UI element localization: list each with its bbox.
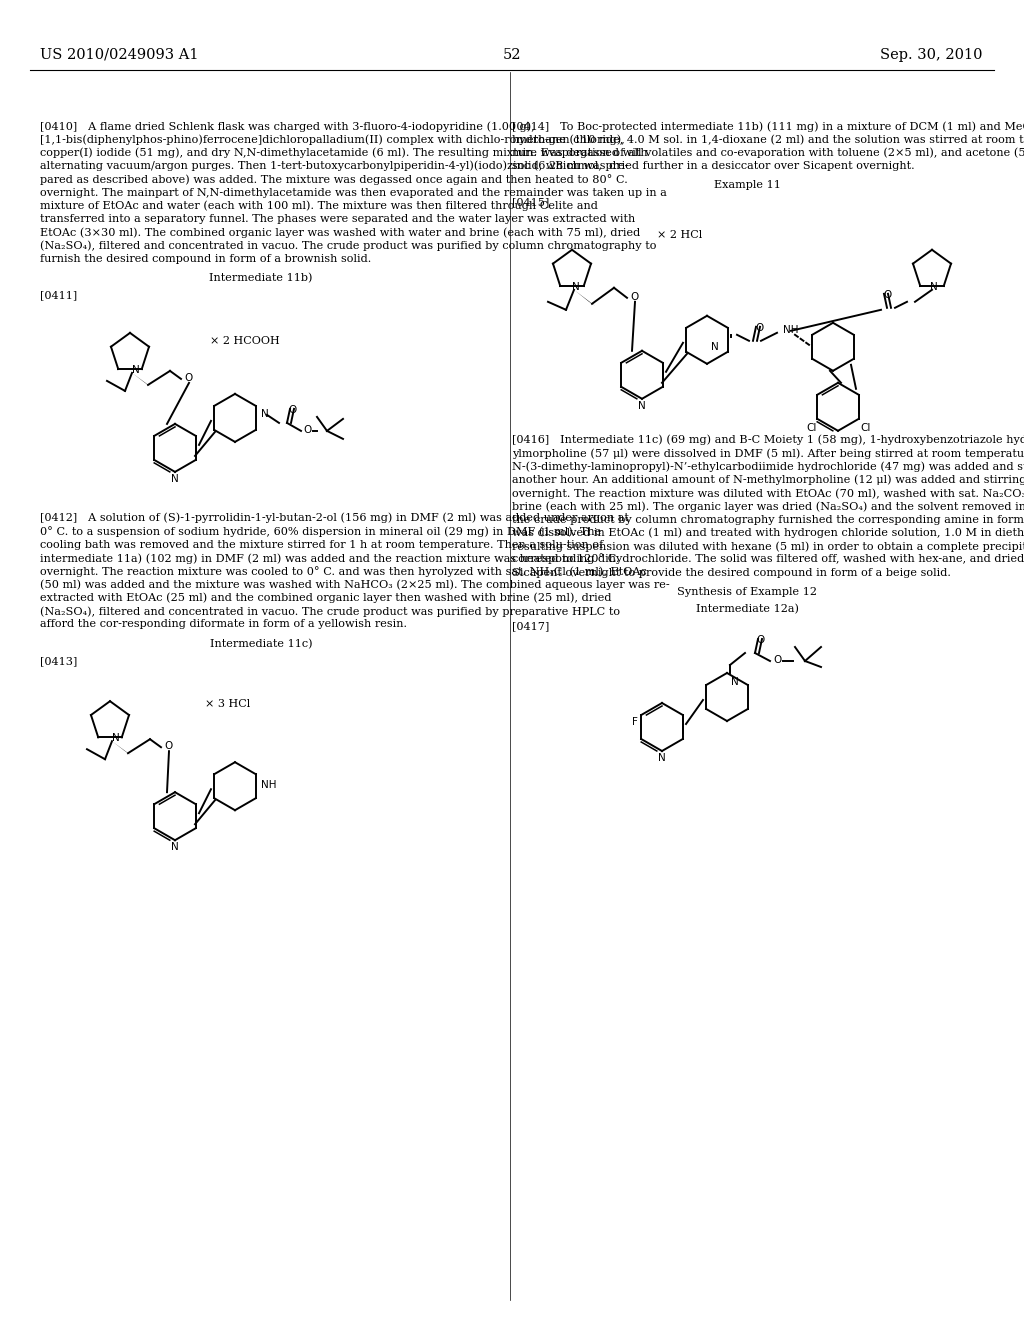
Text: furnish the desired compound in form of a brownish solid.: furnish the desired compound in form of … xyxy=(40,253,372,264)
Text: × 2 HCl: × 2 HCl xyxy=(657,230,702,240)
Text: N: N xyxy=(132,364,139,375)
Text: Intermediate 12a): Intermediate 12a) xyxy=(695,605,799,615)
Text: Intermediate 11b): Intermediate 11b) xyxy=(209,273,312,284)
Text: (50 ml) was added and the mixture was washed with NaHCO₃ (2×25 ml). The combined: (50 ml) was added and the mixture was wa… xyxy=(40,579,670,590)
Text: US 2010/0249093 A1: US 2010/0249093 A1 xyxy=(40,48,199,62)
Text: O: O xyxy=(755,323,763,333)
Text: was dissolved in EtOAc (1 ml) and treated with hydrogen chloride solution, 1.0 M: was dissolved in EtOAc (1 ml) and treate… xyxy=(512,528,1024,539)
Text: [0417]: [0417] xyxy=(512,622,549,632)
Text: intermediate 11a) (102 mg) in DMF (2 ml) was added and the reaction mixture was : intermediate 11a) (102 mg) in DMF (2 ml)… xyxy=(40,553,620,564)
Text: extracted with EtOAc (25 ml) and the combined organic layer then washed with bri: extracted with EtOAc (25 ml) and the com… xyxy=(40,593,611,603)
Text: corresponding dihydrochloride. The solid was filtered off, washed with hex-ane, : corresponding dihydrochloride. The solid… xyxy=(512,554,1024,565)
Text: mixture of EtOAc and water (each with 100 ml). The mixture was then filtered thr: mixture of EtOAc and water (each with 10… xyxy=(40,201,598,211)
Text: [1,1-bis(diphenylphos-phino)ferrocene]dichloropalladium(II) complex with dichlo-: [1,1-bis(diphenylphos-phino)ferrocene]di… xyxy=(40,135,625,145)
Text: NH: NH xyxy=(261,780,276,791)
Text: O: O xyxy=(756,635,764,645)
Text: cooling bath was removed and the mixture stirred for 1 h at room temperature. Th: cooling bath was removed and the mixture… xyxy=(40,540,603,549)
Text: O: O xyxy=(184,374,193,383)
Text: N: N xyxy=(711,342,719,352)
Text: ylmorpholine (57 μl) were dissolved in DMF (5 ml). After being stirred at room t: ylmorpholine (57 μl) were dissolved in D… xyxy=(512,447,1024,458)
Polygon shape xyxy=(112,742,131,755)
Text: [0416]   Intermediate 11c) (69 mg) and B-C Moiety 1 (58 mg), 1-hydroxybenzotriaz: [0416] Intermediate 11c) (69 mg) and B-C… xyxy=(512,434,1024,445)
Text: [0410]   A flame dried Schlenk flask was charged with 3-fluoro-4-iodopyridine (1: [0410] A flame dried Schlenk flask was c… xyxy=(40,121,535,132)
Text: another hour. An additional amount of N-methylmorpholine (12 μl) was added and s: another hour. An additional amount of N-… xyxy=(512,475,1024,486)
Text: [0413]: [0413] xyxy=(40,656,78,665)
Text: brine (each with 25 ml). The organic layer was dried (Na₂SO₄) and the solvent re: brine (each with 25 ml). The organic lay… xyxy=(512,502,1024,512)
Polygon shape xyxy=(132,374,151,387)
Text: N: N xyxy=(171,842,179,853)
Text: transferred into a separatory funnel. The phases were separated and the water la: transferred into a separatory funnel. Th… xyxy=(40,214,635,224)
Text: [0411]: [0411] xyxy=(40,290,77,301)
Text: N: N xyxy=(930,281,938,292)
Text: N: N xyxy=(261,409,268,418)
Text: pared as described above) was added. The mixture was degassed once again and the: pared as described above) was added. The… xyxy=(40,174,628,185)
Text: overnight. The reaction mixture was diluted with EtOAc (70 ml), washed with sat.: overnight. The reaction mixture was dilu… xyxy=(512,488,1024,499)
Text: the crude product by column chromatography furnished the corresponding amine in : the crude product by column chromatograp… xyxy=(512,515,1024,524)
Text: O: O xyxy=(773,655,781,665)
Text: Sicapent overnight to provide the desired compound in form of a beige solid.: Sicapent overnight to provide the desire… xyxy=(512,568,951,578)
Text: O: O xyxy=(303,425,311,434)
Text: O: O xyxy=(164,742,172,751)
Text: afford the cor-responding diformate in form of a yellowish resin.: afford the cor-responding diformate in f… xyxy=(40,619,407,630)
Text: N: N xyxy=(638,401,646,411)
Text: NH: NH xyxy=(783,325,799,335)
Text: Sep. 30, 2010: Sep. 30, 2010 xyxy=(880,48,982,62)
Text: (Na₂SO₄), filtered and concentrated in vacuo. The crude product was purified by : (Na₂SO₄), filtered and concentrated in v… xyxy=(40,606,621,616)
Text: × 3 HCl: × 3 HCl xyxy=(205,700,250,709)
Text: Synthesis of Example 12: Synthesis of Example 12 xyxy=(677,587,817,597)
Text: N: N xyxy=(658,752,666,763)
Text: Example 11: Example 11 xyxy=(714,181,780,190)
Text: hydro-gen chloride, 4.0 M sol. in 1,4-dioxane (2 ml) and the solution was stirre: hydro-gen chloride, 4.0 M sol. in 1,4-di… xyxy=(512,135,1024,145)
Text: O: O xyxy=(630,292,638,302)
Text: 52: 52 xyxy=(503,48,521,62)
Text: resulting suspension was diluted with hexane (5 ml) in order to obtain a complet: resulting suspension was diluted with he… xyxy=(512,541,1024,552)
Text: N: N xyxy=(171,474,179,484)
Text: N: N xyxy=(112,733,120,743)
Text: EtOAc (3×30 ml). The combined organic layer was washed with water and brine (eac: EtOAc (3×30 ml). The combined organic la… xyxy=(40,227,640,238)
Text: N: N xyxy=(731,677,738,686)
Text: [0414]   To Boc-protected intermediate 11b) (111 mg) in a mixture of DCM (1 ml) : [0414] To Boc-protected intermediate 11b… xyxy=(512,121,1024,132)
Text: alternating vacuum/argon purges. Then 1-tert-butoxycarbonylpiperidin-4-yl)(iodo): alternating vacuum/argon purges. Then 1-… xyxy=(40,161,629,172)
Text: (Na₂SO₄), filtered and concentrated in vacuo. The crude product was purified by : (Na₂SO₄), filtered and concentrated in v… xyxy=(40,240,656,251)
Text: solid, which was dried further in a desiccator over Sicapent overnight.: solid, which was dried further in a desi… xyxy=(512,161,914,170)
Text: Intermediate 11c): Intermediate 11c) xyxy=(210,639,312,649)
Text: copper(I) iodide (51 mg), and dry N,N-dimethylacetamide (6 ml). The resulting mi: copper(I) iodide (51 mg), and dry N,N-di… xyxy=(40,148,647,158)
Text: O: O xyxy=(288,405,296,414)
Text: [0415]: [0415] xyxy=(512,198,549,207)
Text: N-(3-dimethy-laminopropyl)-N’-ethylcarbodiimide hydrochloride (47 mg) was added : N-(3-dimethy-laminopropyl)-N’-ethylcarbo… xyxy=(512,462,1024,473)
Text: overnight. The mainpart of N,N-dimethylacetamide was then evaporated and the rem: overnight. The mainpart of N,N-dimethyla… xyxy=(40,187,667,198)
Text: [0412]   A solution of (S)-1-pyrrolidin-1-yl-butan-2-ol (156 mg) in DMF (2 ml) w: [0412] A solution of (S)-1-pyrrolidin-1-… xyxy=(40,513,629,524)
Text: F: F xyxy=(632,717,638,727)
Text: Cl: Cl xyxy=(860,422,870,433)
Text: 0° C. to a suspension of sodium hydride, 60% dispersion in mineral oil (29 mg) i: 0° C. to a suspension of sodium hydride,… xyxy=(40,527,601,537)
Text: Cl: Cl xyxy=(806,422,816,433)
Text: N: N xyxy=(572,281,580,292)
Text: overnight. The reaction mixture was cooled to 0° C. and was then hyrolyzed with : overnight. The reaction mixture was cool… xyxy=(40,566,647,577)
Text: O: O xyxy=(883,290,891,300)
Text: × 2 HCOOH: × 2 HCOOH xyxy=(210,335,280,346)
Polygon shape xyxy=(574,290,595,306)
Text: min. Evaporation of all volatiles and co-evaporation with toluene (2×5 ml), and : min. Evaporation of all volatiles and co… xyxy=(512,148,1024,158)
